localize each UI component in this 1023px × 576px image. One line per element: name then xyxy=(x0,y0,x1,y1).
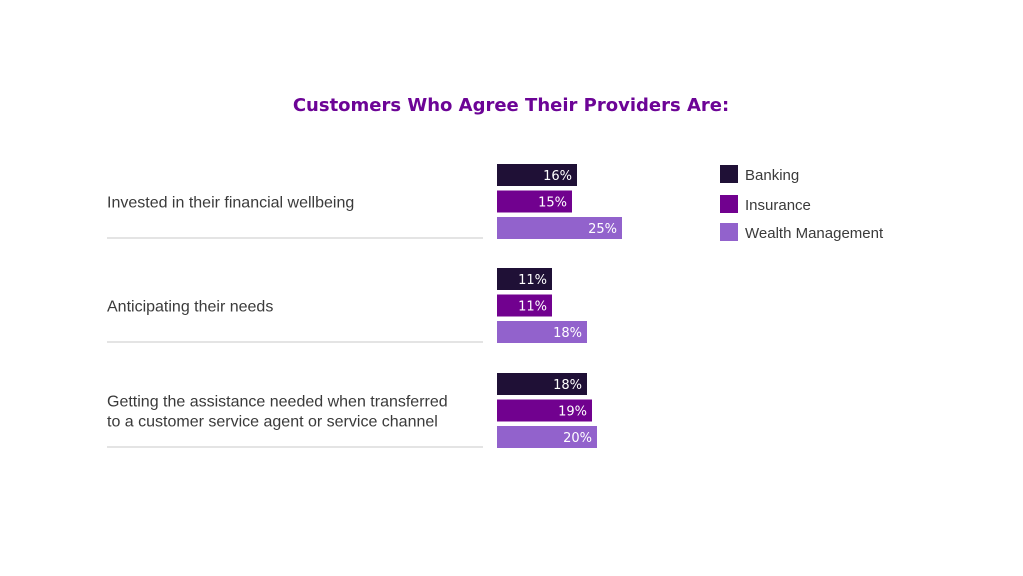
data-label: 15% xyxy=(538,196,567,211)
data-label: 25% xyxy=(588,222,617,237)
bar xyxy=(497,190,572,213)
legend: Banking Insurance Wealth Management xyxy=(720,165,884,242)
chart-title: Customers Who Agree Their Providers Are: xyxy=(293,95,729,116)
bar xyxy=(497,294,552,317)
bar xyxy=(497,217,622,239)
bar xyxy=(497,399,592,422)
category-label: to a customer service agent or service c… xyxy=(107,414,438,431)
bar-groups: Invested in their financial wellbeing 16%… xyxy=(107,164,622,448)
legend-swatch xyxy=(720,165,738,183)
category-label: Invested in their financial wellbeing xyxy=(107,195,354,212)
bar xyxy=(497,426,597,448)
data-label: 18% xyxy=(553,378,582,393)
legend-label: Wealth Management xyxy=(745,225,884,242)
bar xyxy=(497,373,587,395)
data-label: 16% xyxy=(543,169,572,184)
legend-label: Banking xyxy=(745,167,799,184)
data-label: 18% xyxy=(553,326,582,341)
data-label: 11% xyxy=(518,273,547,288)
legend-swatch xyxy=(720,223,738,241)
legend-swatch xyxy=(720,195,738,213)
data-label: 20% xyxy=(563,431,592,446)
bar xyxy=(497,321,587,343)
category-label: Getting the assistance needed when trans… xyxy=(107,394,448,411)
category-label: Anticipating their needs xyxy=(107,299,273,316)
data-label: 19% xyxy=(558,405,587,420)
data-label: 11% xyxy=(518,300,547,315)
bar xyxy=(497,268,552,290)
legend-label: Insurance xyxy=(745,197,811,214)
bar xyxy=(497,164,577,186)
